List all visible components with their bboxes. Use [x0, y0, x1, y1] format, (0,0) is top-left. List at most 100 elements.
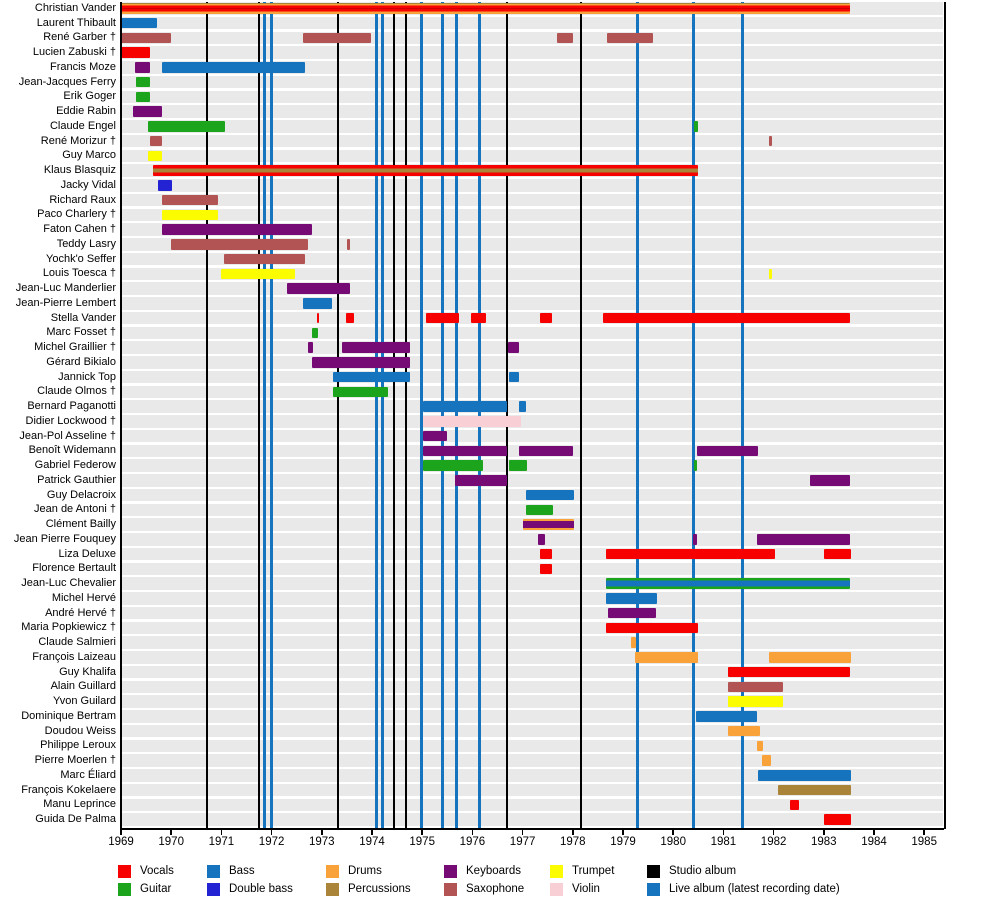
legend-label-studio: Studio album — [669, 865, 737, 877]
member-row-band — [120, 297, 943, 310]
member-row-label: Christian Vander — [34, 1, 116, 14]
member-row-label: Jean-Pierre Lembert — [15, 296, 116, 309]
member-row-band — [120, 754, 943, 767]
member-row-label: Jean-Pol Asseline † — [19, 429, 116, 442]
member-row-label: Faton Cahen † — [43, 223, 116, 236]
member-row-label: Philippe Leroux — [40, 739, 116, 752]
member-row-label: Eddie Rabin — [56, 105, 116, 118]
timeline-bar — [519, 445, 573, 457]
x-axis-tick — [421, 829, 423, 835]
x-axis-tick — [572, 829, 574, 835]
timeline-bar — [136, 91, 151, 103]
member-row-label: Claude Olmos † — [37, 385, 116, 398]
x-axis-tick-label: 1981 — [710, 835, 737, 848]
timeline-bar — [509, 371, 520, 383]
timeline-bar — [162, 62, 305, 73]
member-row-label: Doudou Weiss — [44, 724, 116, 737]
timeline-bar — [332, 386, 389, 398]
legend-label-bass: Bass — [229, 865, 255, 877]
member-row-band — [120, 562, 943, 576]
timeline-bar — [135, 62, 151, 73]
member-row-band — [120, 105, 943, 118]
timeline-bar — [171, 239, 308, 250]
member-row-label: Yochk'o Seffer — [46, 252, 116, 265]
member-row-band — [120, 61, 943, 74]
timeline-bar — [556, 32, 573, 44]
legend-label-violin: Violin — [572, 883, 600, 895]
x-axis-tick-label: 1974 — [359, 835, 385, 848]
member-row-label: Gabriel Federow — [34, 459, 116, 472]
member-row-label: Jean de Antoni † — [34, 503, 116, 516]
member-row-band — [120, 267, 943, 281]
legend-label-guitar: Guitar — [140, 883, 172, 895]
member-row-band — [120, 223, 943, 236]
x-axis-tick-label: 1984 — [861, 835, 887, 848]
member-row-label: Jean-Luc Manderlier — [15, 282, 116, 295]
timeline-bar — [346, 239, 350, 250]
timeline-bar — [727, 666, 850, 678]
legend-swatch-keyboards — [444, 865, 457, 878]
legend-swatch-live — [647, 883, 660, 896]
member-row-band — [120, 739, 943, 753]
timeline-bar — [507, 342, 520, 353]
x-axis-tick-label: 1975 — [409, 835, 435, 848]
x-axis-tick — [923, 829, 925, 835]
timeline-bar — [454, 475, 508, 486]
timeline-bar — [809, 475, 851, 486]
timeline-bar — [526, 504, 553, 516]
timeline-bar — [423, 401, 508, 412]
member-row-band — [120, 474, 943, 487]
legend-label-percussions: Percussions — [348, 883, 411, 895]
member-row-label: Lucien Zabuski † — [32, 46, 116, 59]
member-row-band — [120, 31, 943, 45]
timeline-bar — [789, 799, 799, 811]
timeline-bar — [522, 519, 574, 530]
timeline-bar — [158, 180, 173, 191]
x-axis-tick — [170, 829, 172, 835]
x-axis-tick — [471, 829, 474, 835]
member-row-band — [120, 341, 943, 354]
timeline-bar — [602, 312, 851, 324]
timeline-bar — [162, 209, 218, 221]
member-row-label: Michel Hervé — [51, 591, 116, 604]
member-row-label: Maria Popkiewicz † — [21, 621, 116, 634]
member-row-band — [120, 385, 943, 399]
member-row-label: Stella Vander — [50, 311, 116, 324]
member-row-label: Jacky Vidal — [60, 178, 116, 191]
x-axis-tick — [672, 829, 674, 835]
x-axis-tick — [622, 829, 624, 835]
timeline-bar — [539, 548, 552, 560]
timeline-bar — [777, 784, 851, 796]
x-axis-line — [119, 827, 944, 830]
member-row-label: Jean Pierre Fouquey — [13, 532, 116, 545]
x-axis-tick-label: 1969 — [108, 835, 134, 848]
timeline-bar — [605, 622, 698, 634]
legend-swatch-drums — [326, 865, 339, 878]
timeline-bar — [136, 76, 151, 88]
legend-swatch-trumpet — [550, 865, 563, 878]
timeline-bar — [823, 548, 851, 560]
member-row-band — [120, 415, 943, 428]
timeline-bar — [727, 725, 761, 737]
timeline-bar — [519, 401, 527, 412]
timeline-bar — [150, 135, 163, 147]
timeline-bar — [607, 607, 657, 619]
timeline-bar — [727, 681, 784, 693]
member-row-label: Didier Lockwood † — [25, 414, 117, 427]
studio-album-line — [205, 2, 209, 829]
timeline-bar — [509, 460, 528, 471]
timeline-bar — [768, 135, 772, 147]
member-row-band — [120, 592, 943, 605]
timeline-bar — [470, 312, 486, 324]
timeline-bar — [316, 312, 319, 324]
legend-swatch-doublebass — [207, 883, 220, 896]
member-row-label: Teddy Lasry — [56, 237, 116, 250]
member-row-label: Guy Marco — [62, 149, 116, 162]
x-axis-tick-label: 1982 — [760, 835, 787, 848]
member-row-label: Michel Graillier † — [34, 341, 116, 354]
member-row-band — [120, 533, 943, 546]
x-axis-tick — [220, 829, 223, 835]
timeline-bar — [526, 489, 574, 501]
x-axis-tick — [823, 829, 825, 835]
x-axis-tick-label: 1973 — [309, 835, 335, 848]
